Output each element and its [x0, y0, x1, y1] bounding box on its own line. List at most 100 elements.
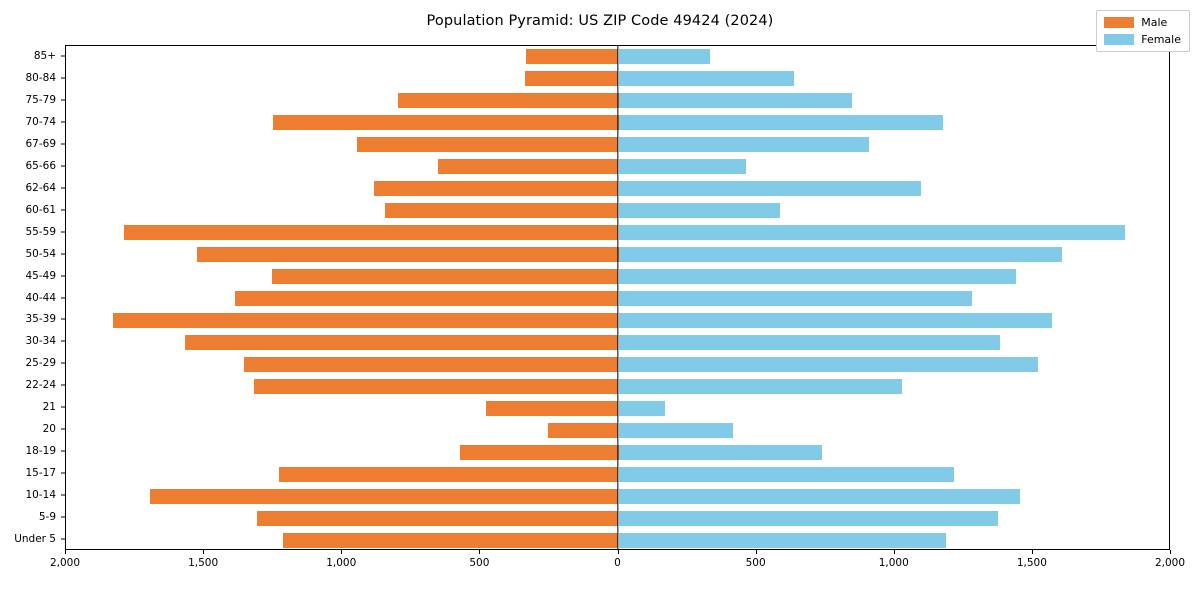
x-tick-mark [1031, 550, 1033, 554]
bar-male-10-14 [150, 488, 619, 504]
chart-title: Population Pyramid: US ZIP Code 49424 (2… [426, 13, 774, 29]
y-tick-mark [61, 428, 65, 430]
y-tick-mark [61, 406, 65, 408]
y-tick-label-55-59: 55-59 [25, 225, 56, 238]
y-tick-label-50-54: 50-54 [25, 247, 56, 260]
bar-female-5-9 [618, 510, 999, 526]
y-tick-mark [61, 297, 65, 298]
bar-female-70-74 [618, 115, 944, 131]
y-tick-label-70-74: 70-74 [25, 115, 56, 128]
x-tick-mark [341, 550, 343, 554]
y-tick-mark [61, 77, 65, 79]
bar-male-5-9 [256, 510, 619, 526]
x-tick-mark [755, 550, 757, 554]
y-tick-mark [61, 121, 65, 123]
y-tick-mark [61, 99, 65, 101]
bar-female-45-49 [618, 269, 1017, 285]
bar-male-60-61 [385, 203, 619, 219]
bar-male-30-34 [184, 334, 619, 350]
bar-female-under-5 [618, 532, 946, 548]
y-tick-mark [61, 209, 65, 211]
y-tick-label-60-61: 60-61 [25, 203, 56, 216]
y-tick-label-25-29: 25-29 [25, 357, 56, 370]
bar-male-20 [548, 422, 619, 438]
x-tick-mark [65, 550, 66, 554]
y-tick-mark [61, 362, 65, 364]
y-tick-label-under-5: Under 5 [14, 533, 56, 546]
y-tick-label-20: 20 [42, 423, 56, 436]
bar-male-15-17 [278, 466, 619, 482]
bar-female-35-39 [618, 312, 1053, 328]
legend-item-female[interactable]: Female [1104, 33, 1181, 46]
bar-male-75-79 [397, 93, 619, 109]
y-tick-label-67-69: 67-69 [25, 137, 56, 150]
bar-female-60-61 [618, 203, 781, 219]
bar-female-85- [618, 49, 710, 65]
y-tick-mark [61, 472, 65, 474]
bar-female-62-64 [618, 181, 921, 197]
x-tick-label-3: 500 [469, 557, 490, 569]
y-tick-label-10-14: 10-14 [25, 489, 56, 502]
bar-female-30-34 [618, 334, 1000, 350]
bar-male-70-74 [273, 115, 619, 131]
y-tick-label-75-79: 75-79 [25, 93, 56, 106]
bar-male-67-69 [357, 137, 619, 153]
bar-male-85- [525, 49, 619, 65]
y-tick-mark [61, 165, 65, 167]
bar-female-20 [618, 422, 734, 438]
x-tick-label-8: 2,000 [1154, 557, 1186, 569]
legend-swatch-female [1104, 34, 1135, 45]
y-tick-mark [61, 231, 65, 233]
bar-male-under-5 [282, 532, 619, 548]
bar-male-45-49 [271, 269, 619, 285]
bar-female-25-29 [618, 356, 1039, 372]
y-tick-label-5-9: 5-9 [38, 511, 56, 524]
plot-area [65, 45, 1170, 550]
y-tick-mark [61, 55, 65, 57]
bar-male-55-59 [124, 225, 619, 241]
y-tick-label-30-34: 30-34 [25, 335, 56, 348]
y-tick-mark [61, 340, 65, 342]
y-tick-mark [61, 450, 65, 452]
bar-male-18-19 [459, 444, 619, 460]
chart-legend: Male Female [1096, 10, 1190, 52]
y-axis: 85+ 80-84 75-79 70-74 67-69 65-66 62-64 60-61 55… [0, 45, 65, 550]
y-tick-label-35-39: 35-39 [25, 313, 56, 326]
y-tick-mark [61, 253, 65, 255]
bar-female-67-69 [618, 137, 869, 153]
y-tick-label-21: 21 [42, 401, 56, 414]
y-tick-label-40-44: 40-44 [25, 291, 56, 304]
x-tick-mark [1170, 550, 1171, 554]
x-tick-mark [479, 550, 481, 554]
y-tick-mark [61, 516, 65, 518]
legend-item-male[interactable]: Male [1104, 16, 1181, 29]
y-tick-mark [61, 143, 65, 145]
y-tick-label-45-49: 45-49 [25, 269, 56, 282]
bar-male-35-39 [112, 312, 619, 328]
y-tick-mark [61, 318, 65, 320]
y-tick-label-62-64: 62-64 [25, 181, 56, 194]
bar-male-80-84 [524, 71, 619, 87]
bar-female-21 [618, 400, 666, 416]
x-tick-mark [893, 550, 895, 554]
bar-female-50-54 [618, 247, 1062, 263]
y-tick-label-15-17: 15-17 [25, 467, 56, 480]
y-tick-label-18-19: 18-19 [25, 445, 56, 458]
bar-male-65-66 [437, 159, 619, 175]
bar-female-10-14 [618, 488, 1021, 504]
x-tick-label-0: 2,000 [49, 557, 81, 569]
y-tick-label-85-: 85+ [33, 49, 56, 62]
y-tick-mark [61, 187, 65, 189]
bar-male-21 [485, 400, 619, 416]
x-tick-mark [203, 550, 205, 554]
x-tick-label-6: 1,000 [878, 557, 909, 569]
bar-female-18-19 [618, 444, 822, 460]
bar-female-15-17 [618, 466, 955, 482]
y-tick-label-65-66: 65-66 [25, 159, 56, 172]
x-tick-mark [617, 550, 619, 554]
y-tick-mark [61, 538, 65, 540]
bar-male-62-64 [374, 181, 619, 197]
bar-female-80-84 [618, 71, 794, 87]
y-tick-mark [61, 384, 65, 386]
bar-female-75-79 [618, 93, 852, 109]
